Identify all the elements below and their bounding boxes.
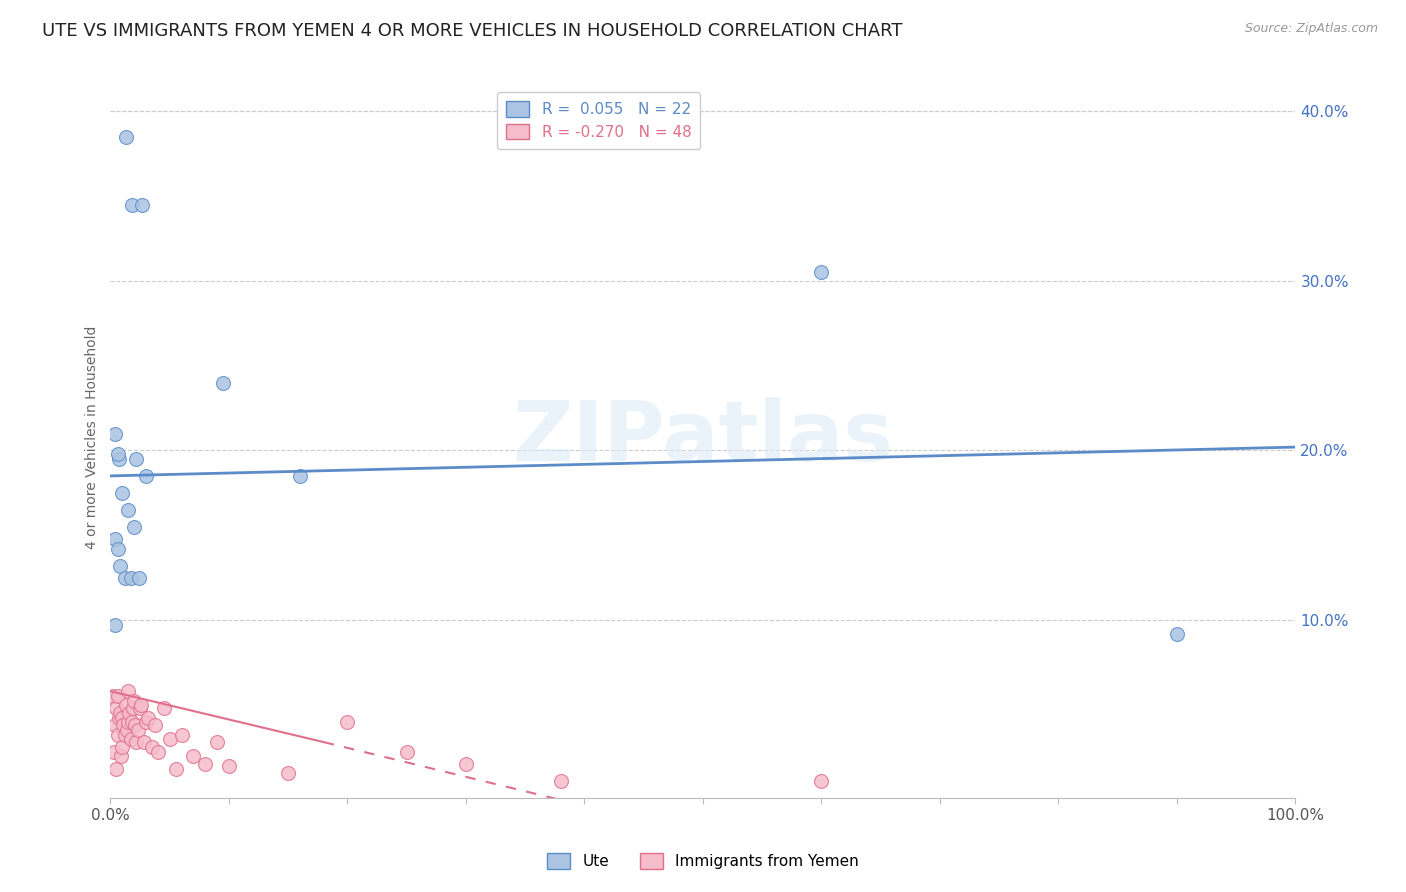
- Point: [122, 694, 145, 708]
- Point: [550, 774, 572, 789]
- Point: [108, 706, 131, 721]
- Point: [120, 571, 142, 585]
- Point: [104, 718, 127, 732]
- Point: [152, 701, 174, 715]
- Point: [395, 745, 418, 759]
- Point: [810, 265, 832, 279]
- Point: [288, 469, 311, 483]
- Point: [118, 706, 141, 721]
- Point: [121, 197, 143, 211]
- Point: [336, 714, 359, 729]
- Point: [218, 759, 240, 773]
- Point: [114, 698, 136, 712]
- Point: [129, 698, 152, 712]
- Text: ZIPatlas: ZIPatlas: [512, 397, 893, 478]
- Point: [170, 728, 193, 742]
- Point: [112, 718, 135, 732]
- Point: [125, 735, 148, 749]
- Point: [128, 571, 150, 585]
- Point: [107, 711, 129, 725]
- Point: [107, 690, 129, 704]
- Point: [110, 748, 132, 763]
- Point: [165, 762, 187, 776]
- Point: [114, 728, 136, 742]
- Text: UTE VS IMMIGRANTS FROM YEMEN 4 OR MORE VEHICLES IN HOUSEHOLD CORRELATION CHART: UTE VS IMMIGRANTS FROM YEMEN 4 OR MORE V…: [42, 22, 903, 40]
- Point: [136, 711, 159, 725]
- Point: [111, 711, 134, 725]
- Point: [131, 197, 153, 211]
- Point: [103, 745, 125, 759]
- Point: [135, 469, 157, 483]
- Point: [194, 757, 217, 772]
- Point: [108, 558, 131, 573]
- Point: [111, 486, 134, 500]
- Point: [115, 723, 138, 738]
- Point: [145, 718, 167, 732]
- Point: [1166, 626, 1188, 640]
- Point: [107, 447, 129, 461]
- Point: [810, 774, 832, 789]
- Point: [122, 701, 145, 715]
- Legend: R =  0.055   N = 22, R = -0.270   N = 48: R = 0.055 N = 22, R = -0.270 N = 48: [498, 92, 700, 149]
- Point: [129, 701, 152, 715]
- Point: [124, 718, 146, 732]
- Point: [125, 452, 148, 467]
- Point: [105, 701, 128, 715]
- Point: [454, 757, 477, 772]
- Point: [127, 723, 149, 738]
- Point: [101, 690, 124, 704]
- Legend: Ute, Immigrants from Yemen: Ute, Immigrants from Yemen: [541, 847, 865, 875]
- Point: [183, 748, 205, 763]
- Point: [117, 714, 139, 729]
- Point: [120, 731, 142, 746]
- Point: [132, 735, 155, 749]
- Point: [107, 452, 129, 467]
- Point: [117, 503, 139, 517]
- Point: [205, 735, 228, 749]
- Point: [111, 740, 134, 755]
- Point: [104, 532, 127, 546]
- Point: [107, 728, 129, 742]
- Point: [212, 376, 235, 390]
- Point: [107, 541, 129, 556]
- Point: [122, 520, 145, 534]
- Point: [114, 129, 136, 144]
- Point: [135, 714, 157, 729]
- Point: [121, 714, 143, 729]
- Point: [141, 740, 163, 755]
- Point: [104, 618, 127, 632]
- Point: [114, 571, 136, 585]
- Point: [104, 426, 127, 441]
- Point: [146, 745, 169, 759]
- Y-axis label: 4 or more Vehicles in Household: 4 or more Vehicles in Household: [86, 326, 100, 549]
- Point: [117, 684, 139, 698]
- Point: [105, 762, 128, 776]
- Text: Source: ZipAtlas.com: Source: ZipAtlas.com: [1244, 22, 1378, 36]
- Point: [159, 731, 181, 746]
- Point: [277, 765, 299, 780]
